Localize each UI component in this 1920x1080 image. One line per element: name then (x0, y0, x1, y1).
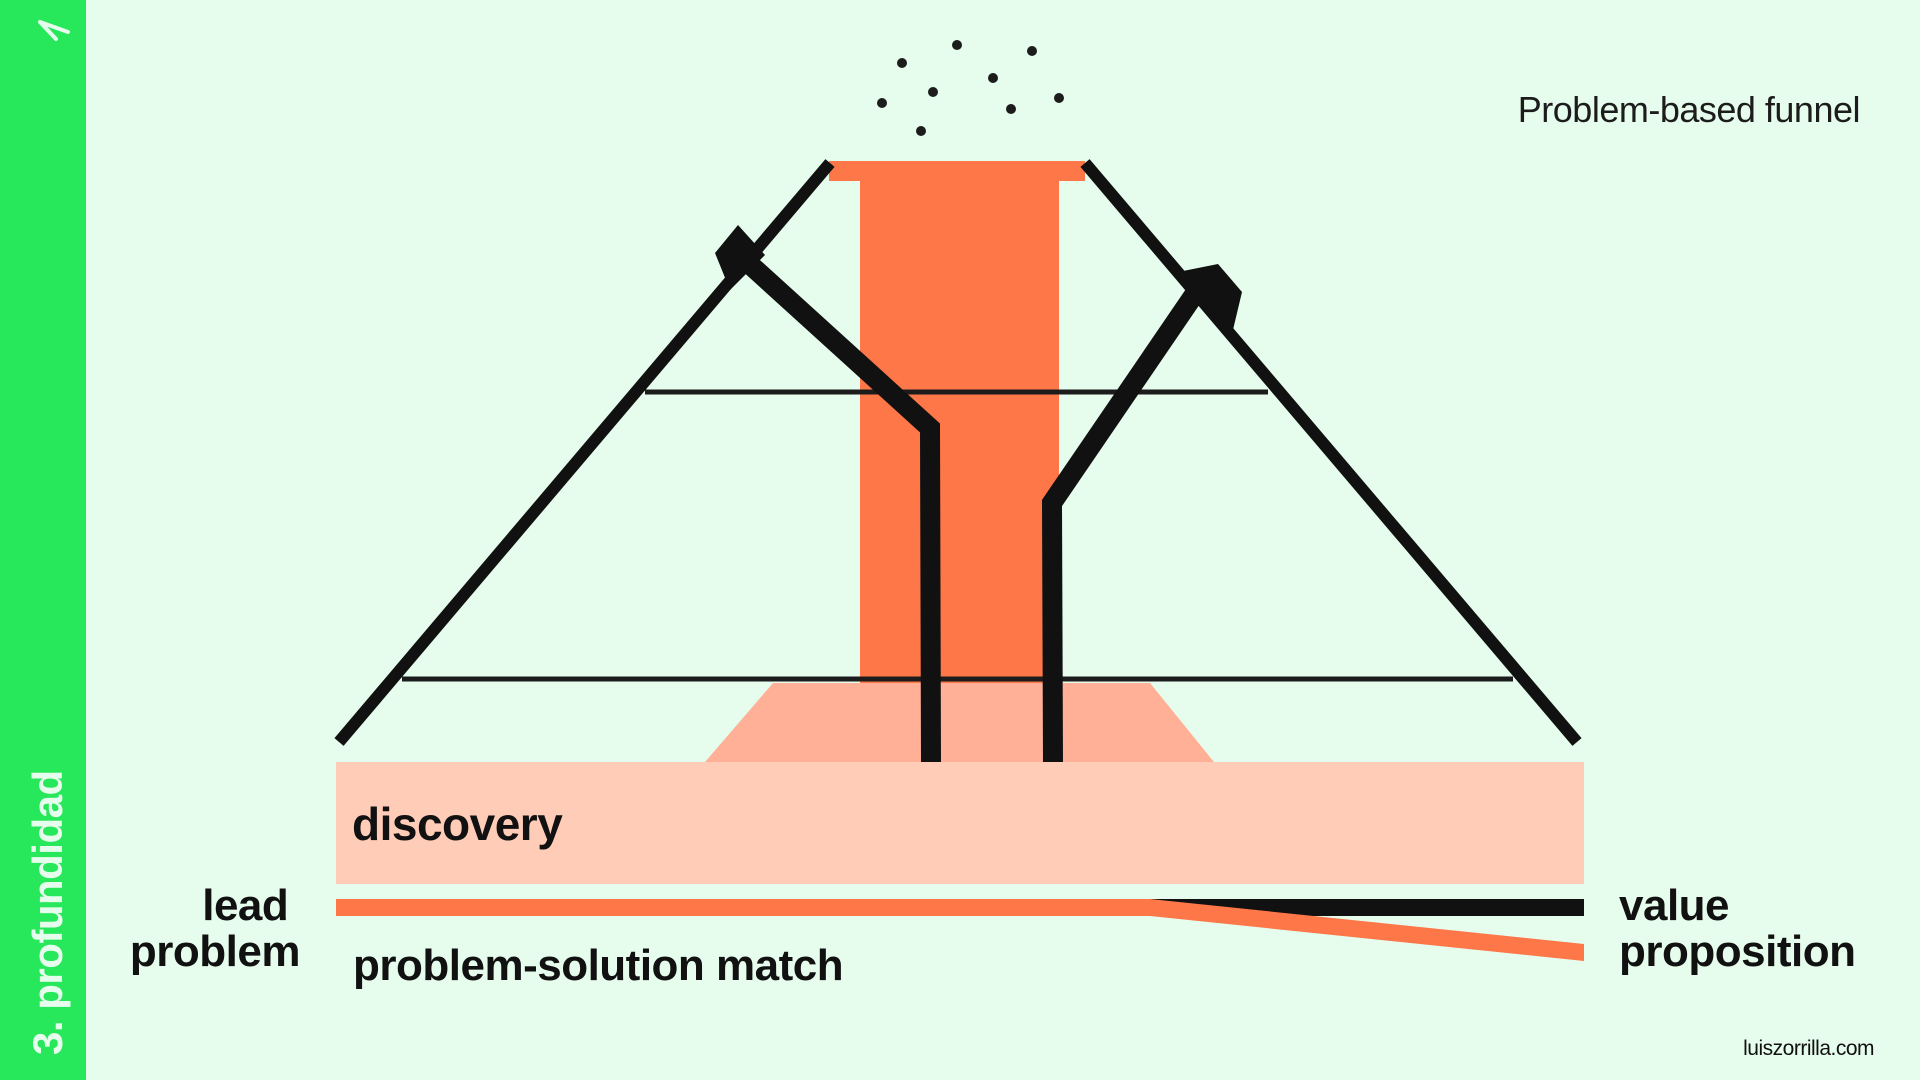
idea-dot (1054, 93, 1064, 103)
value-label-line1: value (1619, 881, 1729, 930)
arrow-up-left-icon (715, 225, 765, 290)
mismatch-line (1150, 899, 1584, 961)
problem-column (860, 172, 1059, 683)
idea-dot (1006, 104, 1016, 114)
idea-dot (928, 87, 938, 97)
idea-dot (952, 40, 962, 50)
idea-dot (988, 73, 998, 83)
idea-dot (916, 126, 926, 136)
footer-url: luiszorrilla.com (1743, 1037, 1874, 1060)
discovery-band (336, 762, 1584, 884)
idea-dot (1027, 46, 1037, 56)
lambda-mark-icon (38, 20, 70, 41)
problem-solution-match-label: problem-solution match (353, 941, 843, 990)
idea-dot (877, 98, 887, 108)
arrow-up-right-icon (1183, 264, 1242, 334)
idea-dot (897, 58, 907, 68)
slide-title: Problem-based funnel (1518, 89, 1860, 130)
discovery-label: discovery (352, 798, 563, 850)
value-label-line2: proposition (1619, 927, 1855, 976)
funnel-base-trapezoid (705, 683, 1214, 762)
idea-dots (877, 40, 1064, 136)
sidebar (0, 0, 86, 1080)
section-label: 3. profundidad (24, 770, 71, 1055)
lead-line (336, 899, 1151, 916)
lead-label-line2: problem (130, 927, 300, 976)
lead-problem-label: lead problem (130, 881, 300, 976)
funnel-wall-right (1080, 159, 1582, 746)
column-cap (829, 161, 1085, 181)
value-path-arrow (1041, 286, 1205, 763)
lead-path-arrow (738, 252, 941, 763)
lead-label-line1: lead (202, 881, 288, 930)
value-proposition-label: value proposition (1619, 881, 1855, 976)
